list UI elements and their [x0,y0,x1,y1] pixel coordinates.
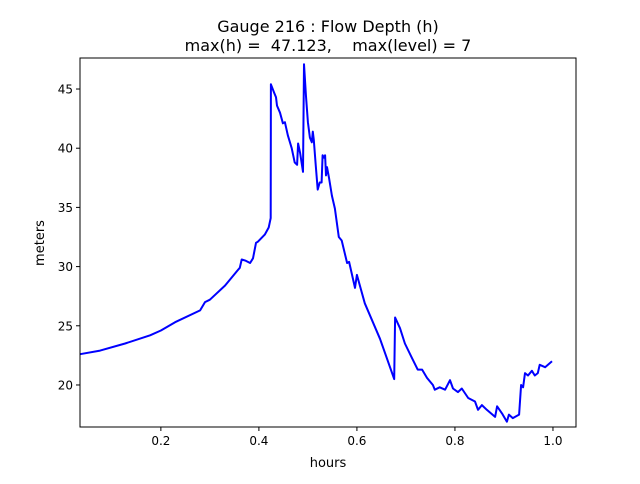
x-axis-label: hours [310,456,347,471]
x-tick-label: 0.2 [151,434,170,448]
y-tick-label: 30 [58,260,73,274]
x-tick-label: 0.6 [347,434,366,448]
y-tick-label: 25 [58,319,73,333]
x-tick-label: 0.8 [445,434,464,448]
series-line-h [79,63,553,423]
x-tick-label: 0.4 [249,434,268,448]
chart-title: Gauge 216 : Flow Depth (h) [217,17,439,36]
y-axis-label: meters [33,220,48,266]
y-tick-label: 45 [58,83,73,97]
x-axis-ticks: 0.2 0.4 0.6 0.8 1.0 [151,427,563,448]
y-axis-ticks: 20 25 30 35 40 45 [58,83,80,392]
plot-area [79,63,553,423]
y-tick-label: 40 [58,142,73,156]
x-tick-label: 1.0 [543,434,562,448]
chart-subtitle: max(h) = 47.123, max(level) = 7 [185,36,472,55]
y-tick-label: 20 [58,378,73,392]
y-tick-label: 35 [58,201,73,215]
axes-frame [79,57,577,428]
